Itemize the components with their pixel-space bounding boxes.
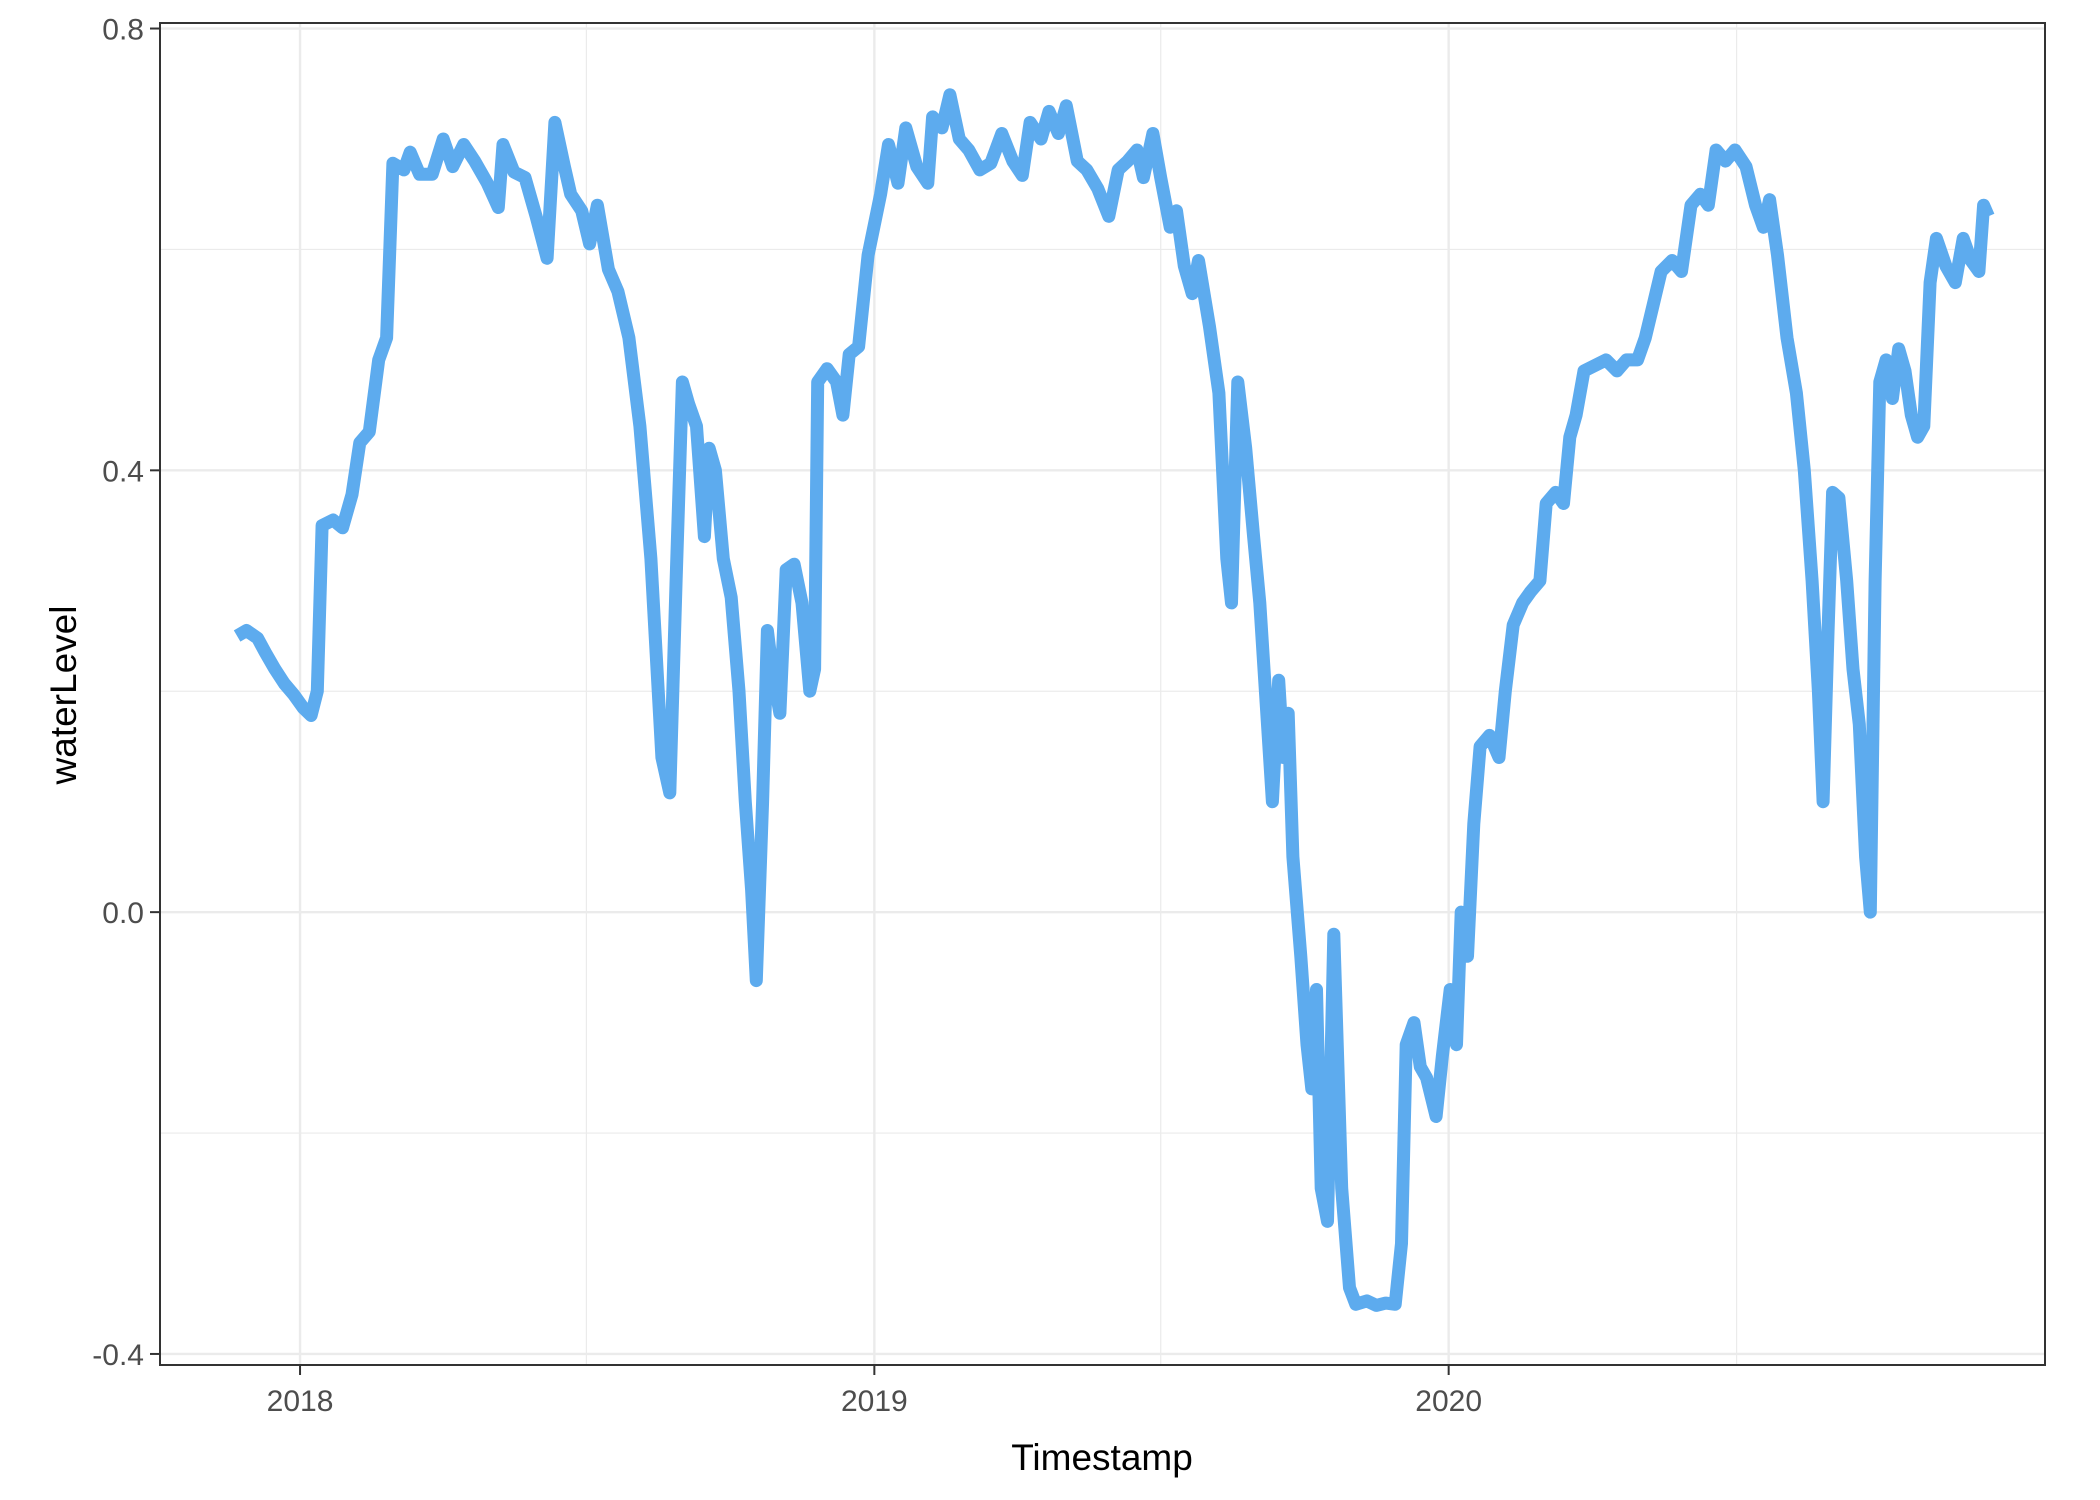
y-tick-label: 0.0 [102, 897, 144, 930]
y-tick-label: 0.8 [102, 14, 144, 47]
water-level-series-line [233, 88, 1995, 1312]
plot-panel-border [159, 22, 2046, 1366]
axis-ticks [150, 27, 1450, 1375]
plot-background [160, 23, 2045, 1365]
y-axis-title: waterLevel [43, 606, 84, 786]
series-layer [233, 88, 1995, 1312]
y-tick-label: 0.4 [102, 455, 144, 488]
x-tick-label: 2020 [1415, 1385, 1482, 1418]
x-tick-label: 2019 [841, 1385, 908, 1418]
y-tick-label: -0.4 [92, 1339, 144, 1372]
x-axis-title: Timestamp [1011, 1437, 1193, 1478]
x-tick-label: 2018 [267, 1385, 334, 1418]
tick-labels: 2018 2019 2020 -0.4 0.0 0.4 0.8 [92, 14, 1482, 1418]
